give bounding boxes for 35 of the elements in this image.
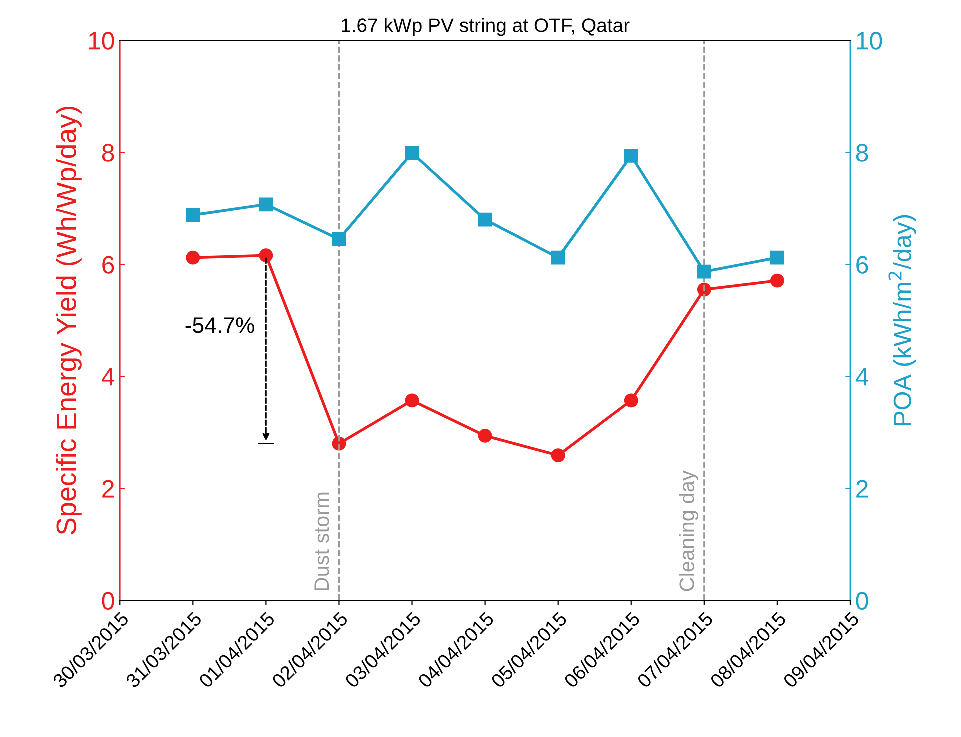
point xyxy=(697,264,712,279)
point xyxy=(259,198,274,212)
y-tick-label: 10 xyxy=(89,32,114,50)
annotation: -54.7% xyxy=(186,318,254,334)
point xyxy=(186,208,200,222)
y-tick-label: 4 xyxy=(102,368,115,386)
y2-tick-label: 4 xyxy=(856,368,869,386)
y2-tick-label: 6 xyxy=(856,256,868,274)
point xyxy=(405,394,420,408)
point xyxy=(478,212,492,227)
ref-line-label: Dust storm xyxy=(314,492,330,591)
y2-tick-label: 8 xyxy=(856,144,868,162)
ref-line-label: Cleaning day xyxy=(679,470,699,592)
point xyxy=(551,448,566,463)
y-tick-label: 6 xyxy=(102,256,114,274)
point xyxy=(624,148,638,163)
y2-axis-title: POA (kWh/m$^{2}$/day) xyxy=(888,215,916,426)
point xyxy=(697,282,712,297)
point xyxy=(478,429,492,443)
y-axis-title: Specific Energy Yield (Wh/Wp/day) xyxy=(56,106,82,535)
point xyxy=(186,250,200,265)
chart-title: 1.67 kWp PV string at OTF, Qatar xyxy=(342,18,630,36)
y2-tick-label: 0 xyxy=(856,592,868,610)
y-tick-label: 2 xyxy=(102,480,114,498)
y-tick-label: 8 xyxy=(102,144,114,162)
point xyxy=(624,394,638,408)
point xyxy=(259,248,274,263)
point xyxy=(770,274,784,288)
y-tick-label: 0 xyxy=(102,592,114,610)
point xyxy=(770,250,784,265)
point xyxy=(332,232,346,246)
point xyxy=(405,146,420,160)
point xyxy=(551,250,566,265)
y2-tick-label: 2 xyxy=(856,480,868,498)
y2-tick-label: 10 xyxy=(857,32,882,50)
